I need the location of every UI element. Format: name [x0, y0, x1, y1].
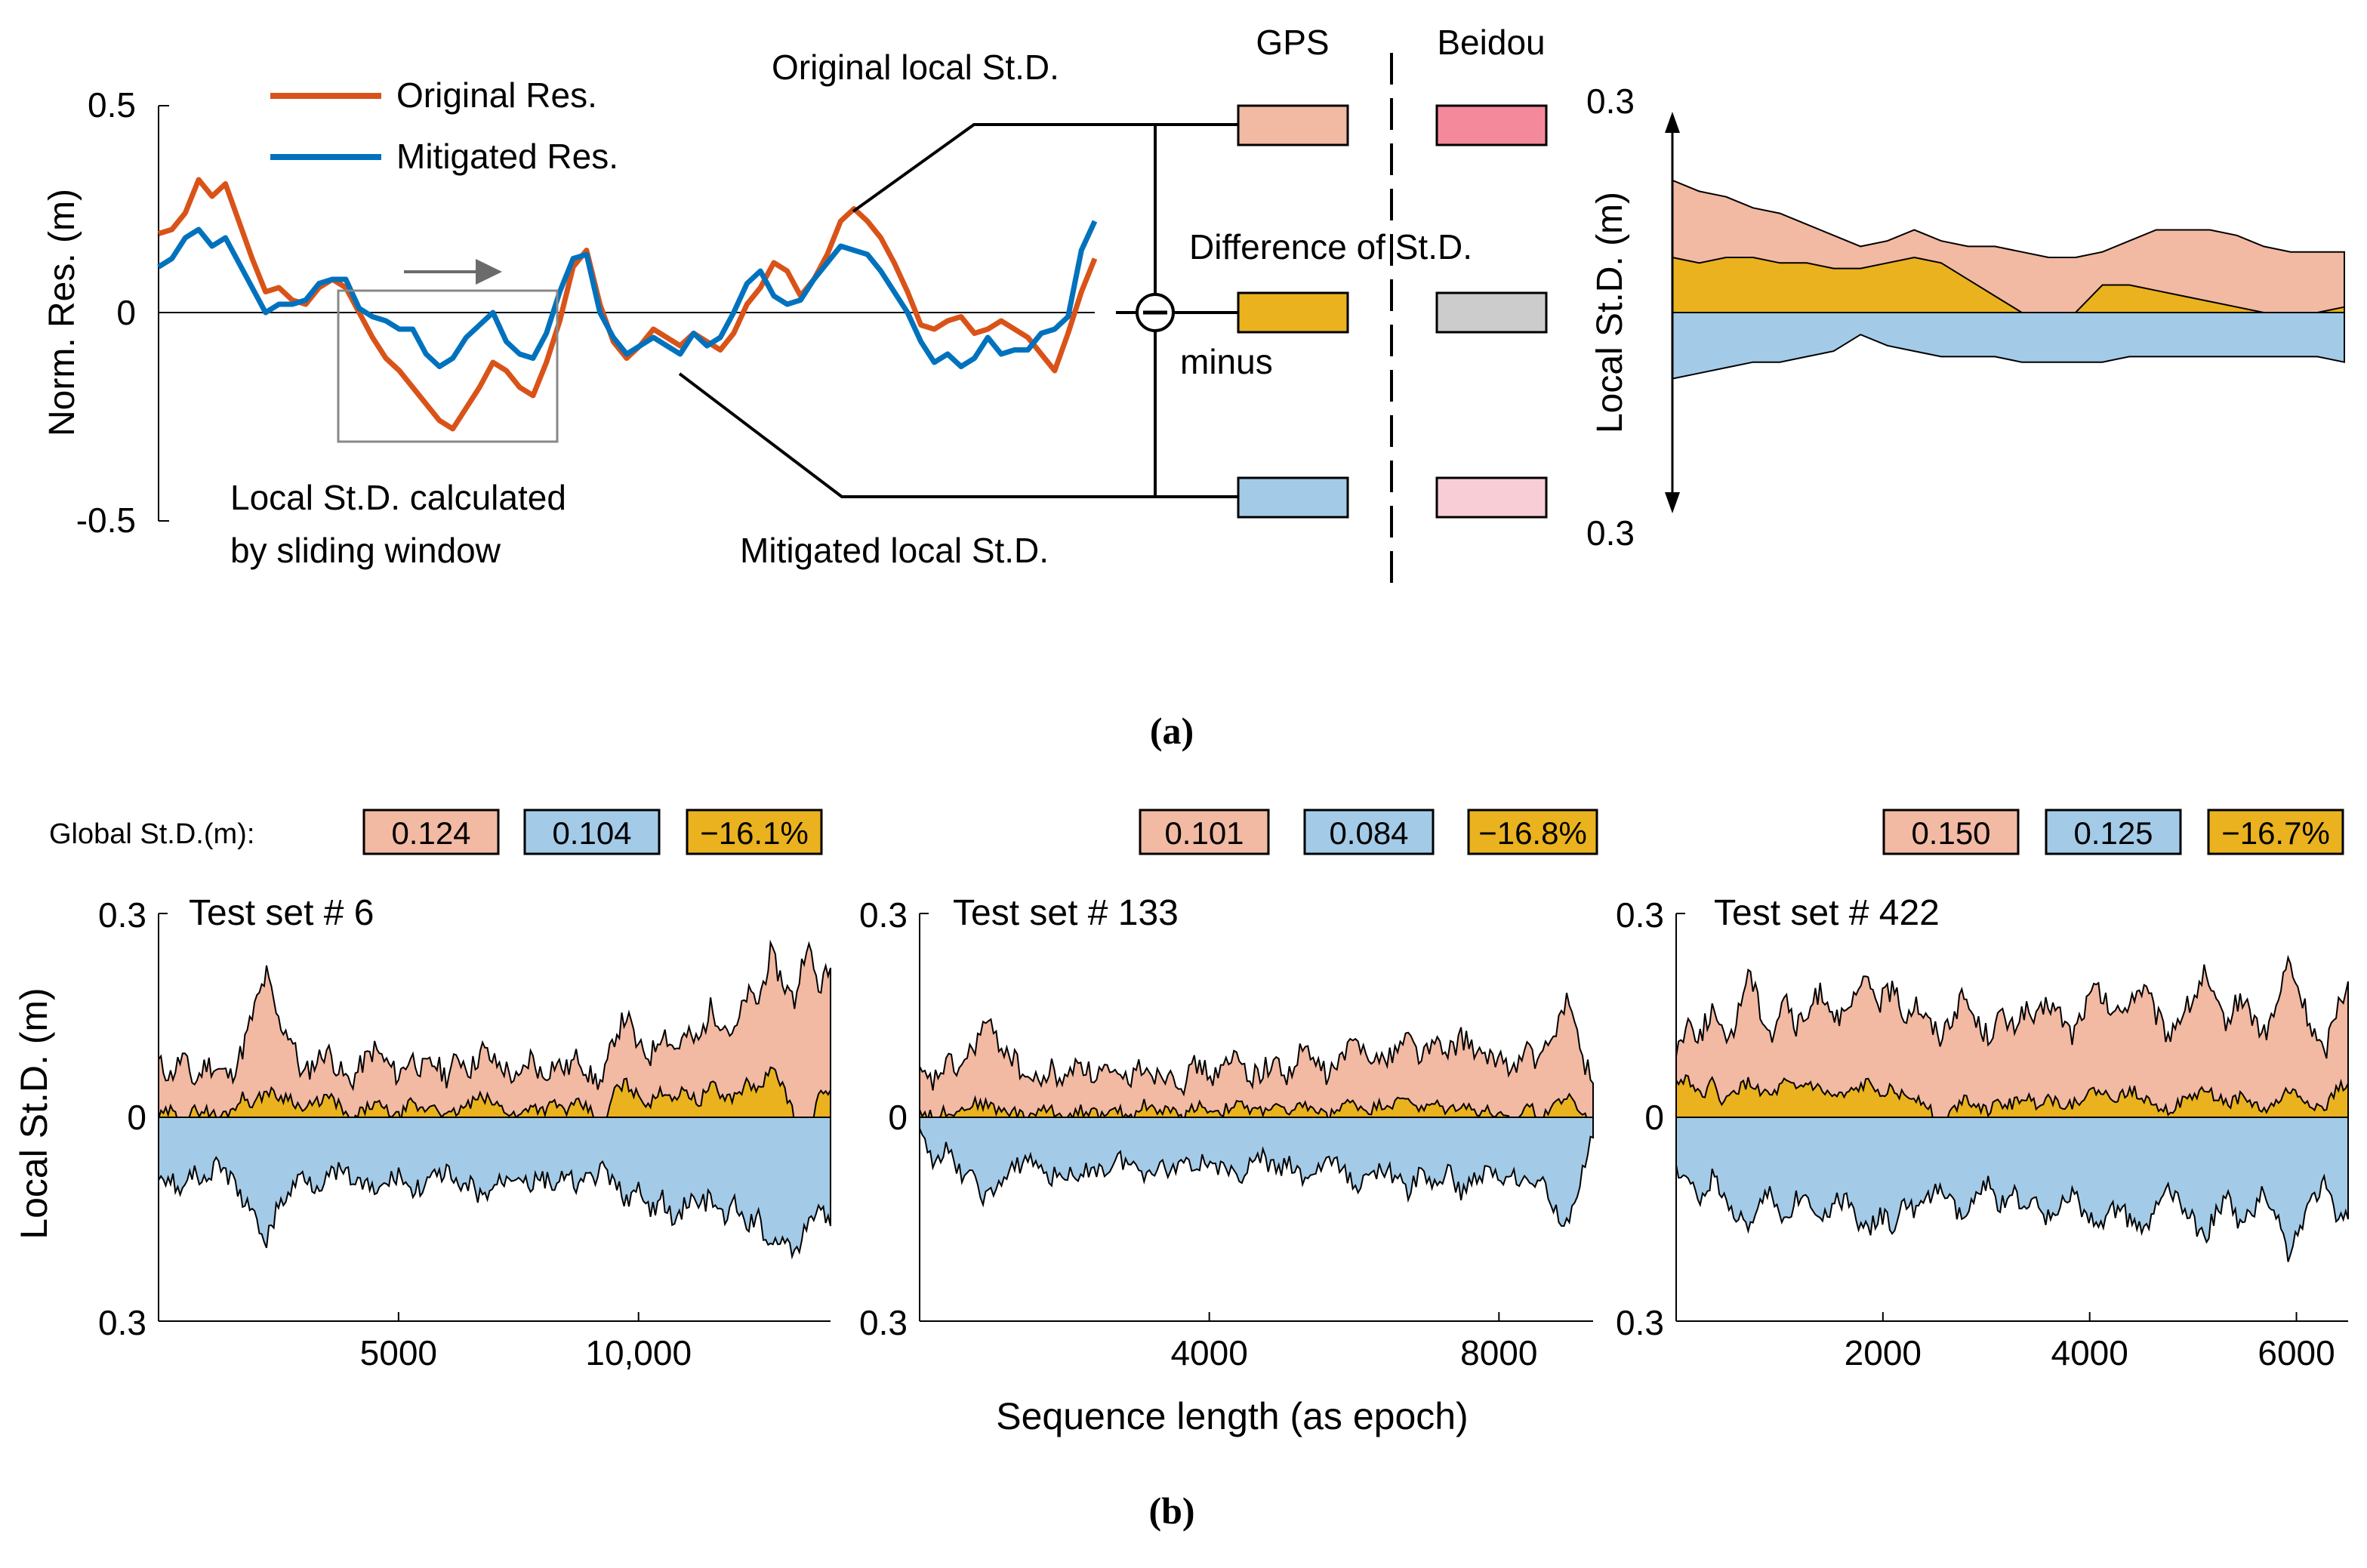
minus-label: minus — [1180, 342, 1273, 381]
x-tick-label: 10,000 — [585, 1333, 692, 1372]
global-std-original-box — [362, 809, 500, 855]
residual-ytick-label-bottom: -0.5 — [76, 501, 136, 540]
schematic-ylabel: Local St.D. (m) — [1590, 192, 1630, 433]
residual-ytick-label-top: 0.5 — [88, 85, 136, 125]
global-std-label: Global St.D.(m): — [49, 818, 254, 850]
swatch-gps-mitigated — [1237, 476, 1349, 519]
schematic-std-chart: 0.3 0.3 Local St.D. (m) — [1586, 82, 2345, 553]
difference-std-area — [158, 1066, 831, 1149]
global-std-change-value: −16.8% — [1478, 815, 1587, 851]
difference-std-area — [1675, 1074, 2349, 1136]
global-std-change-value: −16.7% — [2221, 815, 2330, 851]
beidou-header: Beidou — [1437, 23, 1545, 62]
y-tick-label: 0.3 — [859, 895, 908, 935]
residual-ytick-label-zero: 0 — [116, 293, 136, 332]
global-std-mitigated-value: 0.104 — [552, 815, 631, 851]
global-std-change-box — [686, 809, 823, 855]
mitigated-std-area — [919, 1117, 1594, 1228]
schematic-ytick-top: 0.3 — [1586, 82, 1635, 121]
legend-label-mitigated: Mitigated Res. — [396, 137, 618, 176]
test-set-title: Test set # 133 — [953, 893, 1179, 933]
global-std-original-box — [1139, 809, 1270, 855]
test-set-422-chart: 0.3 0 0.3 2000 4000 6000 Test set # 422 0.150 0.… — [1616, 809, 2349, 1372]
mitigated-local-label: Mitigated local St.D. — [740, 531, 1049, 570]
global-std-original-value: 0.101 — [1164, 815, 1244, 851]
test-set-6-chart: 0.3 0 0.3 5000 10,000 Test set # 6 0.124 0.104 −… — [98, 809, 831, 1372]
global-std-original-value: 0.150 — [1911, 815, 1990, 851]
sliding-window-box — [337, 289, 559, 443]
x-tick-label: 4000 — [2051, 1333, 2128, 1372]
original-std-area — [1675, 954, 2349, 1118]
y-tick-label: 0.3 — [859, 1303, 908, 1342]
global-std-change-value: −16.1% — [700, 815, 809, 851]
original-std-area — [158, 939, 831, 1118]
panel-b-xlabel: Sequence length (as epoch) — [996, 1395, 1468, 1437]
schematic-arrow-down-icon — [1665, 492, 1680, 513]
global-std-mitigated-value: 0.125 — [2073, 815, 2153, 851]
schematic-arrow-up-icon — [1665, 112, 1680, 133]
schematic-ytick-bottom: 0.3 — [1586, 513, 1635, 553]
y-tick-label: 0.3 — [1616, 895, 1664, 935]
x-tick-label: 8000 — [1460, 1333, 1537, 1372]
swatch-beidou-difference — [1435, 291, 1548, 334]
swatch-gps-original — [1237, 104, 1349, 146]
x-tick-label: 6000 — [2258, 1333, 2335, 1372]
global-std-mitigated-box — [1303, 809, 1435, 855]
global-std-change-box — [1467, 809, 1598, 855]
minus-operator-icon — [1136, 293, 1175, 332]
global-std-mitigated-value: 0.084 — [1329, 815, 1408, 851]
swatch-beidou-original — [1435, 104, 1548, 146]
global-std-mitigated-box — [523, 809, 661, 855]
legend-label-original: Original Res. — [396, 75, 597, 115]
global-std-original-box — [1882, 809, 2020, 855]
caption-b: (b) — [1148, 1489, 1194, 1532]
y-tick-label: 0.3 — [98, 1303, 146, 1342]
window-annotation-line2: by sliding window — [230, 531, 501, 570]
x-tick-label: 2000 — [1845, 1333, 1922, 1372]
test-set-133-chart: 0.3 0 0.3 4000 8000 Test set # 133 0.101 0.084 −… — [859, 809, 1598, 1372]
global-std-change-box — [2207, 809, 2344, 855]
x-tick-label: 4000 — [1170, 1333, 1247, 1372]
schematic-mitigated-area — [1672, 312, 2345, 380]
test-set-title: Test set # 422 — [1714, 893, 1940, 933]
swatch-gps-difference — [1237, 291, 1349, 334]
original-std-area — [919, 992, 1594, 1118]
mitigated-residual-line — [157, 220, 1098, 369]
global-std-original-value: 0.124 — [391, 815, 470, 851]
difference-std-area — [919, 1092, 1594, 1129]
residual-legend: Original Res. Mitigated Res. — [270, 75, 618, 176]
connector-lines — [678, 123, 1238, 498]
y-tick-label: 0 — [888, 1098, 908, 1137]
global-std-mitigated-box — [2045, 809, 2182, 855]
window-annotation-line1: Local St.D. calculated — [230, 478, 566, 517]
sliding-direction-arrow-icon — [404, 259, 502, 285]
test-set-title: Test set # 6 — [189, 893, 374, 933]
x-tick-label: 5000 — [360, 1333, 437, 1372]
original-local-label: Original local St.D. — [772, 48, 1059, 87]
connector-original — [852, 123, 1238, 213]
mitigated-std-area — [1675, 1117, 2349, 1262]
panel-b-ylabel: Local St.D. (m) — [13, 987, 55, 1239]
difference-label: Difference of St.D. — [1189, 227, 1472, 266]
connector-mitigated — [678, 372, 1238, 498]
mitigated-std-area — [158, 1117, 831, 1260]
y-tick-label: 0 — [1644, 1098, 1664, 1137]
y-tick-label: 0 — [127, 1098, 146, 1137]
gps-header: GPS — [1256, 23, 1329, 62]
residual-ylabel: Norm. Res. (m) — [42, 189, 82, 436]
y-tick-label: 0.3 — [1616, 1303, 1664, 1342]
caption-a: (a) — [1150, 710, 1194, 752]
y-tick-label: 0.3 — [98, 895, 146, 935]
swatch-beidou-mitigated — [1435, 476, 1548, 519]
residual-chart: 0.5 0 -0.5 Norm. Res. (m) — [42, 85, 1098, 540]
